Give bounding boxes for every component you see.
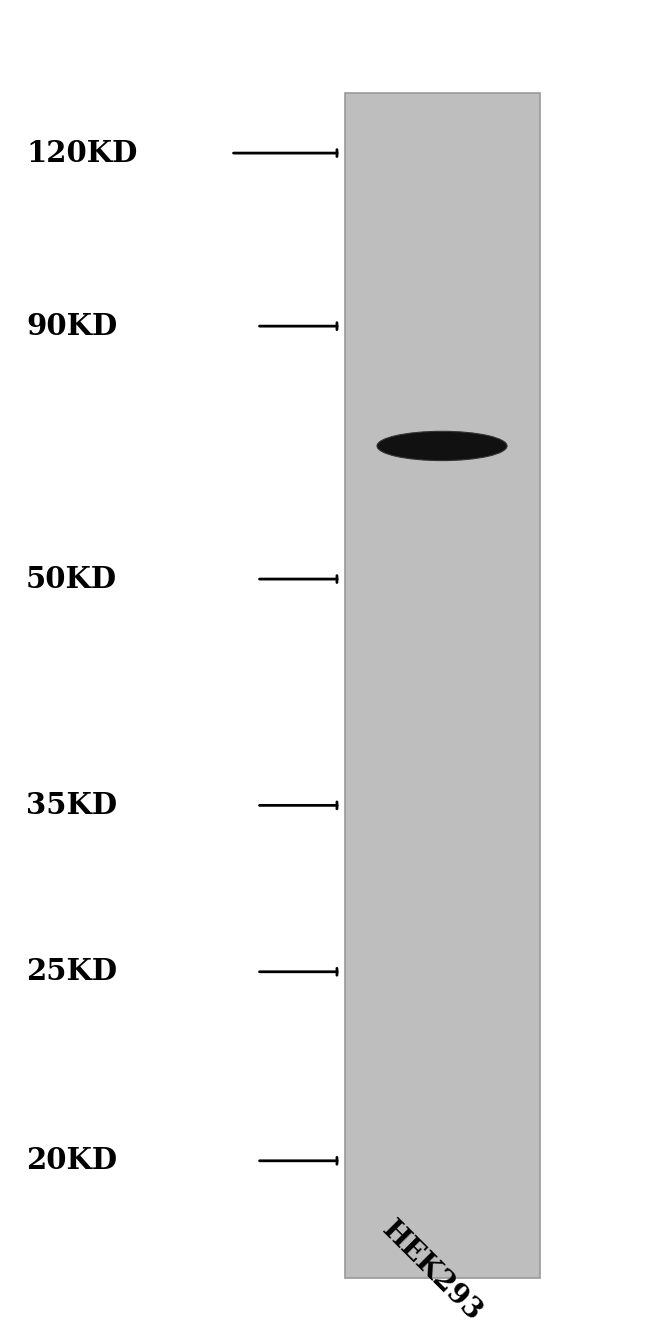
Text: 20KD: 20KD xyxy=(26,1146,117,1175)
Text: 25KD: 25KD xyxy=(26,957,117,986)
Text: 90KD: 90KD xyxy=(26,312,117,340)
Text: 50KD: 50KD xyxy=(26,564,117,594)
Text: HEK293: HEK293 xyxy=(377,1215,488,1327)
Bar xyxy=(344,94,540,1278)
Text: 35KD: 35KD xyxy=(26,791,117,820)
Text: 120KD: 120KD xyxy=(26,138,137,168)
Ellipse shape xyxy=(377,431,507,461)
